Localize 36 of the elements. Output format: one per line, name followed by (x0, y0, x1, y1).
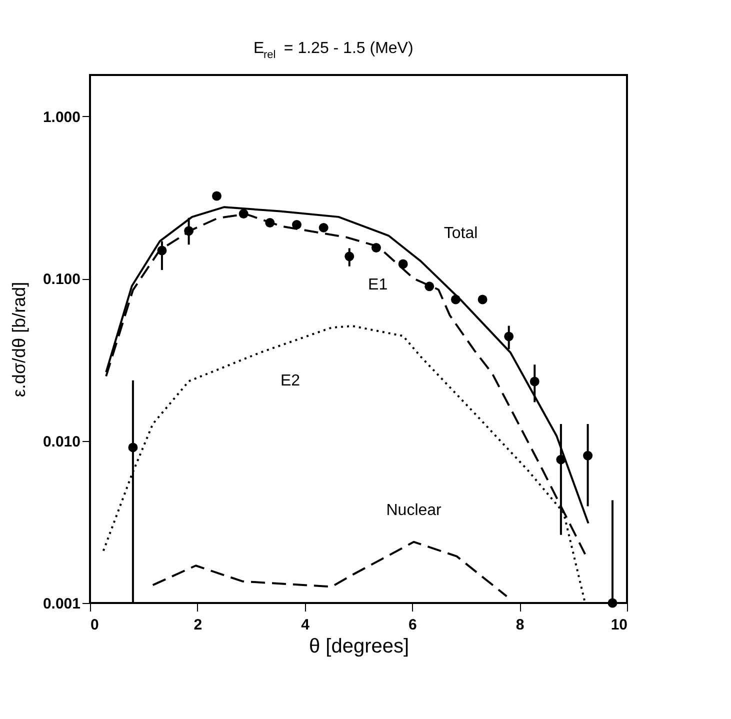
point (424, 282, 434, 292)
y-tick-label: 0.100 (42, 271, 80, 288)
series-label: Nuclear (386, 502, 442, 519)
point (184, 226, 194, 236)
series-label: E1 (368, 276, 388, 294)
x-axis-title: θ [degrees] (308, 636, 410, 658)
point (318, 222, 328, 232)
point (530, 376, 540, 386)
point (608, 598, 618, 608)
point (157, 246, 167, 256)
point (450, 294, 460, 304)
point (265, 218, 275, 228)
series-label: E2 (280, 372, 300, 390)
point (292, 220, 302, 230)
point (398, 259, 408, 269)
point (504, 332, 514, 342)
y-tick-label: 0.001 (42, 596, 80, 612)
point (344, 252, 354, 262)
x-tick-label: 4 (301, 616, 310, 634)
y-tick-label: 1.000 (42, 108, 80, 126)
point (238, 209, 248, 219)
x-tick-label: 6 (408, 616, 417, 634)
x-tick-label: 10 (610, 616, 628, 634)
point (478, 294, 488, 304)
point (556, 454, 566, 464)
x-tick-label: 2 (194, 616, 202, 634)
point (583, 450, 593, 460)
y-tick-label: 0.010 (42, 433, 80, 450)
x-tick-label: 8 (516, 616, 524, 634)
y-axis-title: ε.dσ/dθ [b/rad] (8, 282, 29, 398)
x-tick-label: 0 (90, 616, 99, 634)
point (212, 191, 222, 201)
point (128, 442, 138, 452)
point (371, 243, 381, 252)
series-label: Total (444, 225, 478, 242)
line-series (152, 540, 508, 598)
